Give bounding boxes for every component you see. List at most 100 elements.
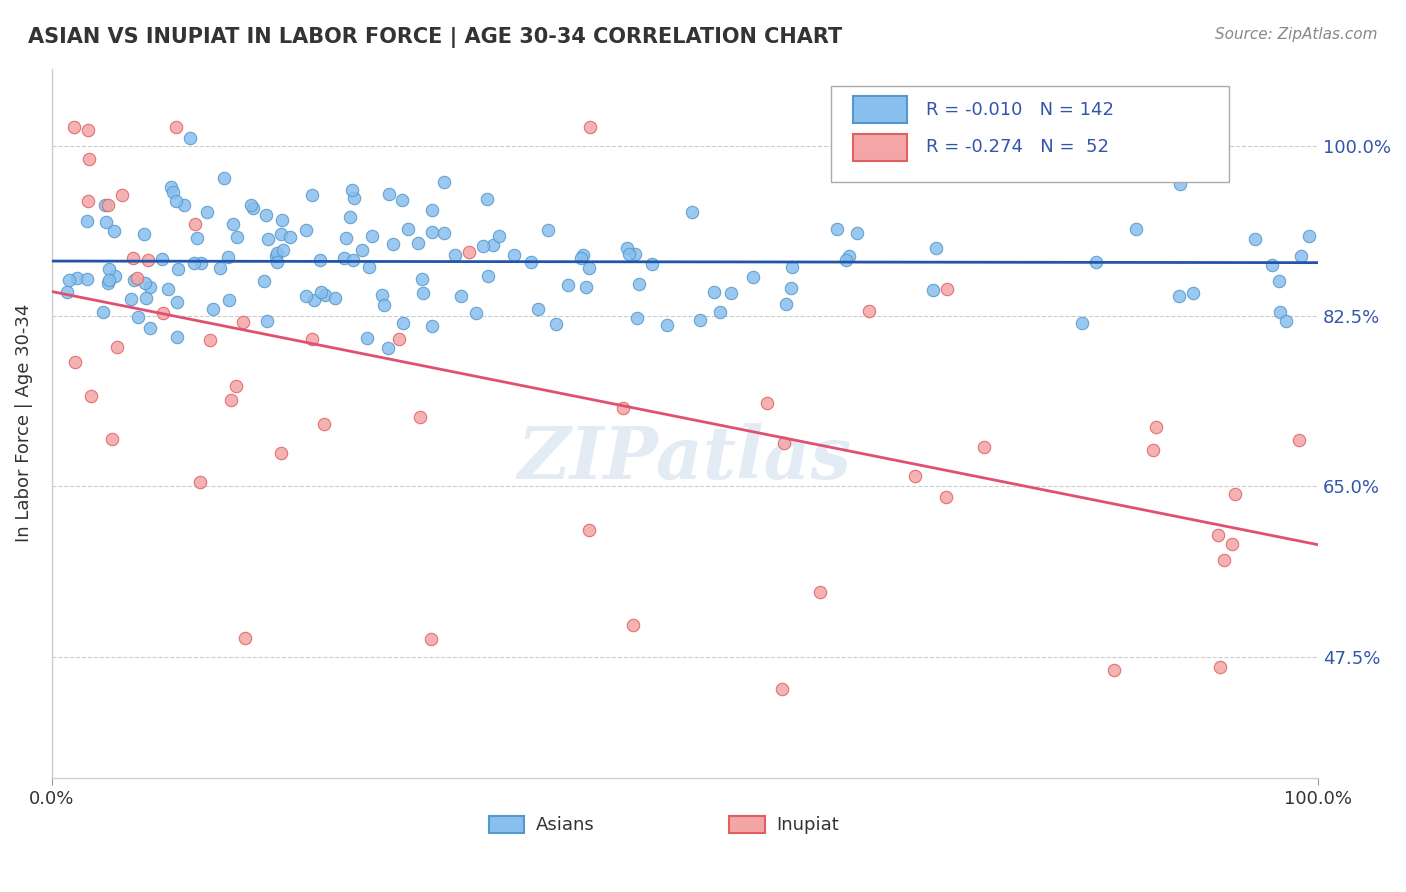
Point — [335, 231, 357, 245]
Point — [575, 280, 598, 294]
Point — [420, 632, 443, 646]
Point — [186, 231, 208, 245]
Point — [98, 261, 121, 276]
Point — [921, 284, 943, 298]
Point — [214, 170, 236, 185]
Point — [627, 277, 650, 291]
Point — [58, 273, 80, 287]
Point — [98, 273, 121, 287]
Point — [309, 253, 332, 268]
Point — [266, 255, 288, 269]
Point — [157, 282, 180, 296]
Point — [772, 436, 794, 450]
Point — [1212, 553, 1234, 567]
Point — [121, 251, 143, 265]
Point — [1220, 537, 1243, 551]
Y-axis label: In Labor Force | Age 30-34: In Labor Force | Age 30-34 — [15, 304, 32, 542]
Point — [544, 318, 567, 332]
Point — [1223, 487, 1246, 501]
Point — [242, 202, 264, 216]
Text: ASIAN VS INUPIAT IN LABOR FORCE | AGE 30-34 CORRELATION CHART: ASIAN VS INUPIAT IN LABOR FORCE | AGE 30… — [28, 27, 842, 48]
Point — [97, 198, 120, 212]
Point — [152, 306, 174, 320]
Point — [294, 288, 316, 302]
Point — [475, 192, 498, 206]
Point — [138, 280, 160, 294]
Point — [520, 254, 543, 268]
Point — [270, 446, 292, 460]
Point — [232, 315, 254, 329]
Point — [63, 120, 86, 134]
Point — [681, 205, 703, 219]
Text: R = -0.274   N =  52: R = -0.274 N = 52 — [925, 138, 1108, 156]
Point — [190, 255, 212, 269]
Point — [1206, 528, 1229, 542]
Point — [838, 249, 860, 263]
Point — [134, 277, 156, 291]
Point — [66, 271, 89, 285]
FancyBboxPatch shape — [489, 816, 524, 833]
Point — [502, 248, 524, 262]
Point — [973, 440, 995, 454]
Text: Asians: Asians — [536, 816, 595, 834]
Point — [184, 217, 207, 231]
Point — [76, 122, 98, 136]
Point — [477, 268, 499, 283]
Point — [76, 194, 98, 208]
Point — [780, 260, 803, 275]
Point — [1289, 249, 1312, 263]
Point — [56, 285, 79, 299]
Point — [356, 331, 378, 345]
Point — [165, 194, 187, 208]
Text: R = -0.010   N = 142: R = -0.010 N = 142 — [925, 101, 1114, 119]
Text: Inupiat: Inupiat — [776, 816, 839, 834]
Point — [391, 193, 413, 207]
Point — [370, 287, 392, 301]
Point — [845, 226, 868, 240]
Point — [77, 152, 100, 166]
Point — [756, 396, 779, 410]
Point — [388, 332, 411, 346]
Point — [225, 379, 247, 393]
Point — [396, 221, 419, 235]
Point — [720, 286, 742, 301]
Point — [294, 223, 316, 237]
Point — [411, 271, 433, 285]
Point — [222, 217, 245, 231]
Point — [1085, 255, 1108, 269]
Point — [343, 191, 366, 205]
Point — [165, 120, 187, 134]
Point — [270, 227, 292, 241]
Point — [1168, 289, 1191, 303]
Point — [254, 208, 277, 222]
Point — [770, 681, 793, 696]
Point — [488, 228, 510, 243]
Point — [571, 248, 593, 262]
FancyBboxPatch shape — [730, 816, 765, 833]
Point — [569, 252, 592, 266]
Point — [226, 230, 249, 244]
Point — [271, 243, 294, 257]
Point — [420, 225, 443, 239]
Point — [922, 129, 945, 144]
Point — [382, 236, 405, 251]
Point — [412, 285, 434, 300]
Point — [173, 198, 195, 212]
Point — [301, 332, 323, 346]
Point — [537, 223, 560, 237]
Point — [482, 238, 505, 252]
Point — [578, 524, 600, 538]
Point — [166, 330, 188, 344]
Point — [858, 304, 880, 318]
Point — [101, 432, 124, 446]
Point — [198, 333, 221, 347]
Point — [444, 248, 467, 262]
Point — [340, 183, 363, 197]
Point — [1260, 259, 1282, 273]
Point — [616, 241, 638, 255]
Point — [689, 313, 711, 327]
Point — [91, 304, 114, 318]
Point — [579, 120, 602, 134]
Point — [312, 417, 335, 431]
Point — [195, 205, 218, 219]
